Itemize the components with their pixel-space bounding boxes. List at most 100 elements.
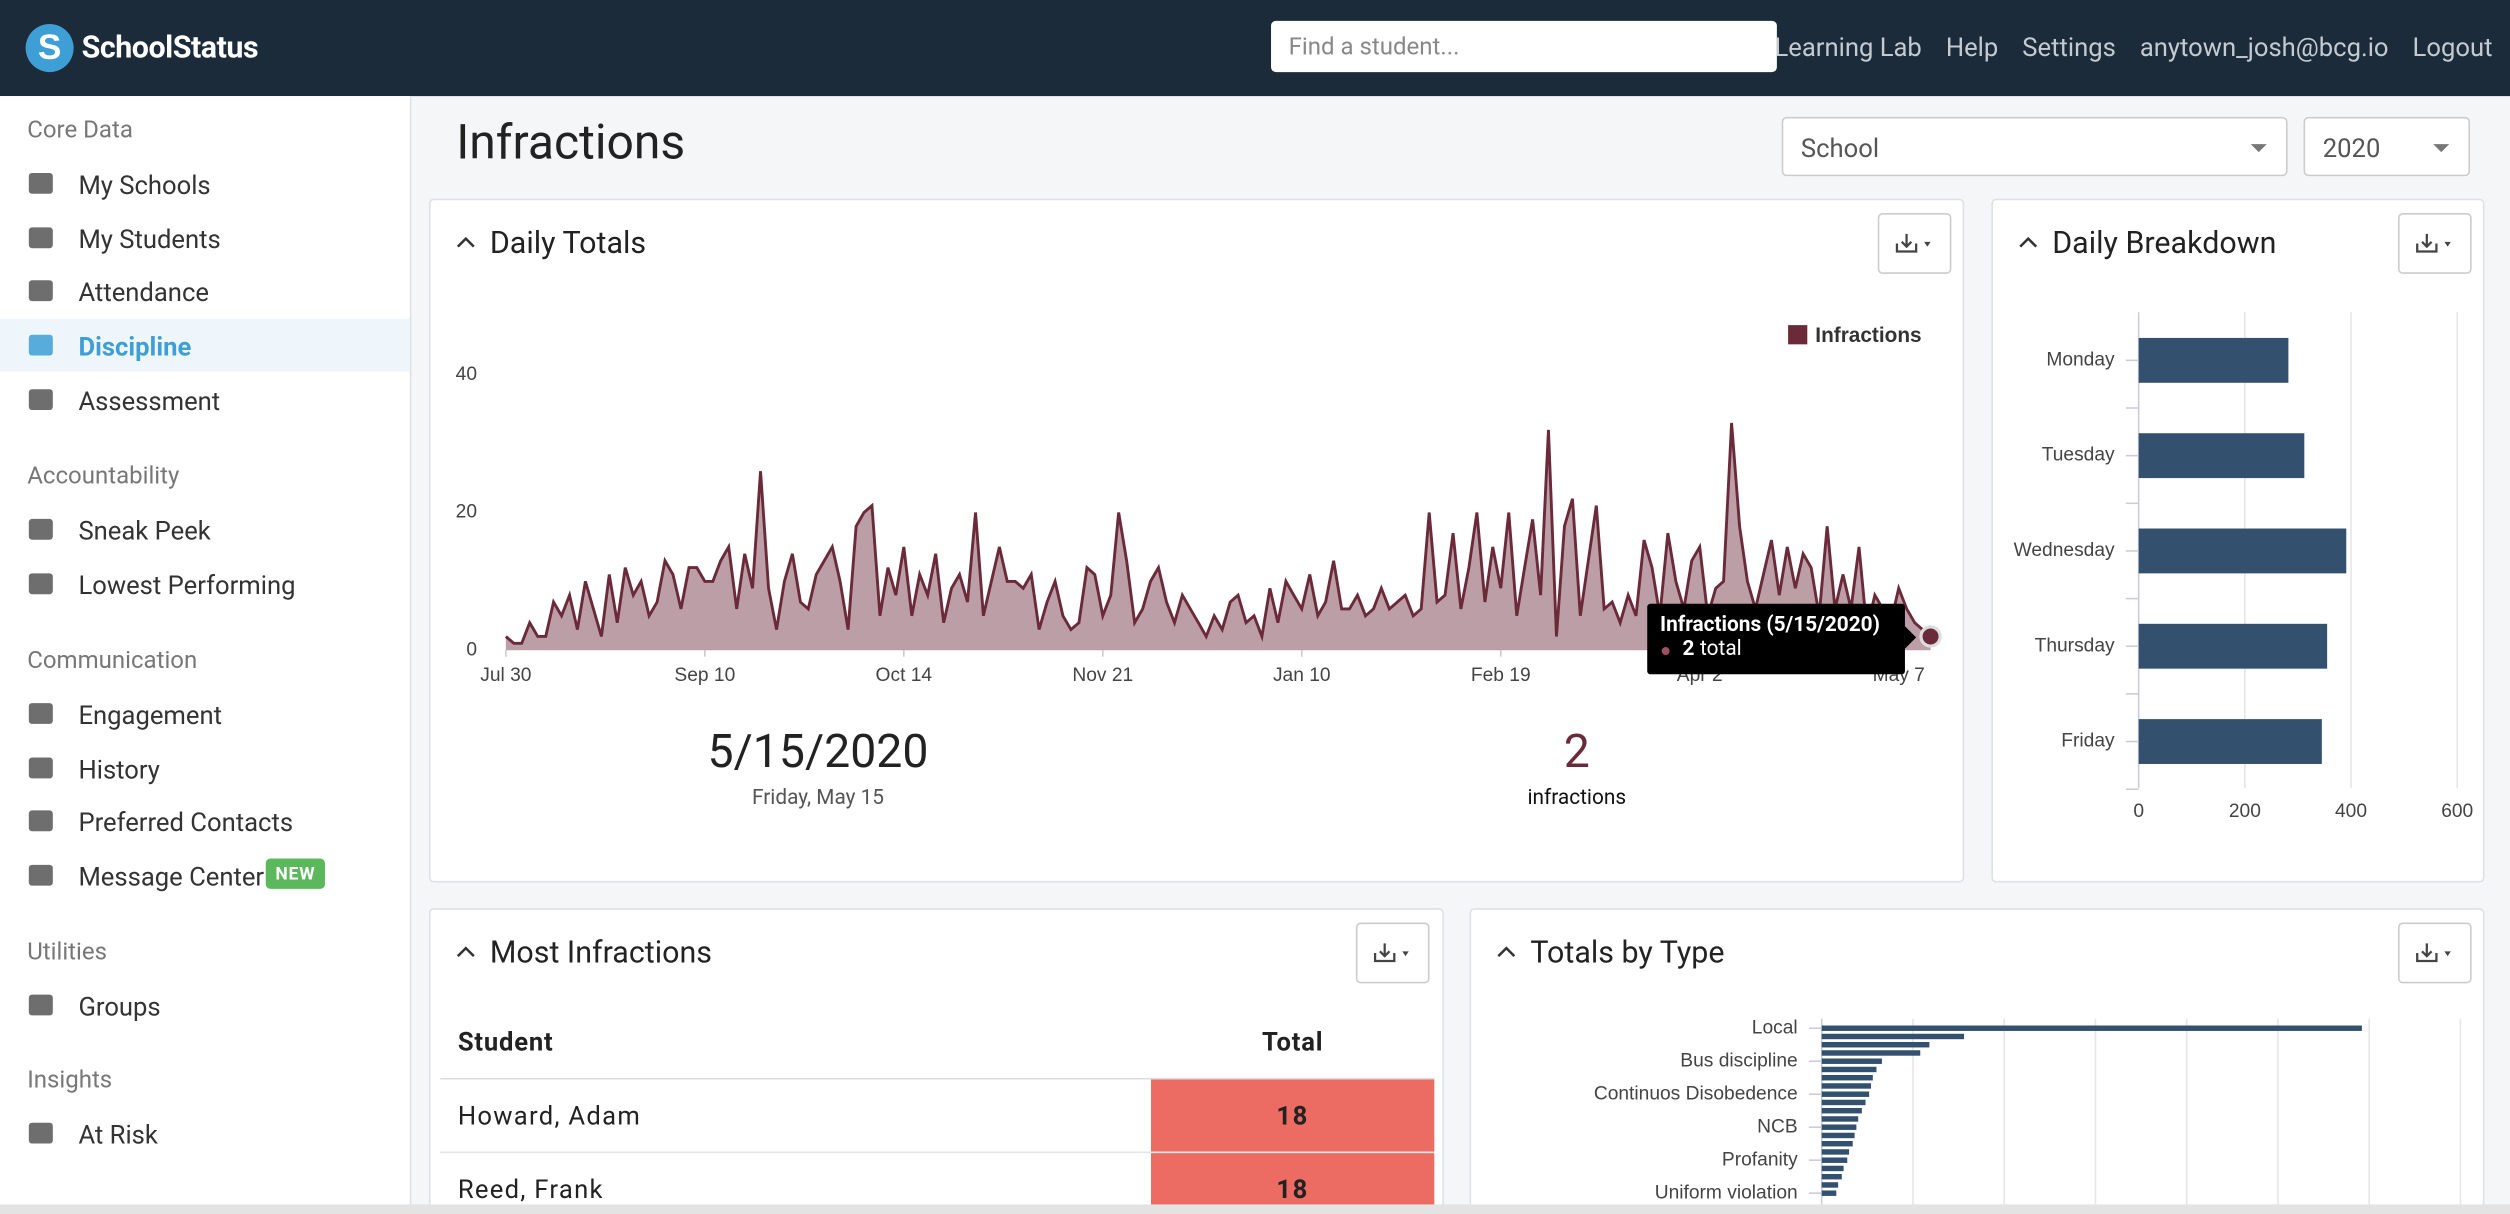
- nav-item[interactable]: Attendance: [78, 277, 209, 309]
- badge: NEW: [265, 858, 326, 890]
- bar: [1821, 1149, 1850, 1155]
- nav-link[interactable]: Logout: [2412, 32, 2493, 63]
- tooltip-value: 2: [1682, 637, 1695, 662]
- section-heading: Core Data: [27, 115, 133, 145]
- bar: [1821, 1042, 1930, 1048]
- x-tick-label: Jan 10: [1273, 665, 1331, 686]
- bar: [1821, 1107, 1862, 1114]
- sidebar: Core Data My Schools My Students Attendance…: [0, 96, 412, 1214]
- nav-item[interactable]: Assessment: [78, 385, 221, 417]
- tooltip-dot: [1661, 647, 1670, 656]
- nav-link[interactable]: Help: [1945, 32, 1999, 63]
- section-heading: Utilities: [27, 936, 107, 966]
- total-cell: 18: [1276, 1100, 1309, 1131]
- nav-item[interactable]: Preferred Contacts: [78, 807, 294, 839]
- nav-item[interactable]: At Risk: [78, 1119, 158, 1150]
- section-heading: Accountability: [27, 461, 180, 491]
- category-label: Friday: [2061, 731, 2115, 752]
- bar: [1821, 1083, 1871, 1089]
- summary-count-label: infractions: [1527, 786, 1627, 811]
- collapse-icon[interactable]: [2019, 235, 2038, 248]
- search-box[interactable]: Find a student...: [1271, 20, 1777, 73]
- school-select[interactable]: School: [1781, 116, 2288, 177]
- panel-title: Most Infractions: [489, 933, 712, 971]
- legend-label: Infractions: [1815, 324, 1921, 347]
- y-tick-label: 40: [456, 364, 477, 385]
- bar: [1821, 1091, 1870, 1097]
- x-tick-label: 200: [2229, 801, 2261, 822]
- logo: S: [25, 24, 74, 73]
- nav-item[interactable]: Groups: [78, 991, 161, 1022]
- nav-item[interactable]: Sneak Peek: [78, 515, 211, 547]
- nav-item[interactable]: Lowest Performing: [78, 569, 296, 601]
- nav-link[interactable]: anytown_josh@bcg.io: [2139, 32, 2389, 63]
- cell-bg: [1150, 1153, 1435, 1214]
- nav-icon: [28, 172, 53, 194]
- collapse-icon[interactable]: [456, 945, 475, 958]
- x-tick-label: Jul 30: [480, 665, 531, 686]
- brand[interactable]: SchoolStatus: [81, 28, 259, 66]
- nav-item[interactable]: My Students: [78, 223, 221, 255]
- bar: [1821, 1033, 1965, 1040]
- download-button[interactable]: [2397, 922, 2472, 984]
- nav-item[interactable]: Message Center: [78, 861, 265, 893]
- category-label: Local: [1752, 1017, 1798, 1038]
- bar: [1821, 1190, 1837, 1196]
- area-fill: [505, 422, 1931, 651]
- nav-item[interactable]: Engagement: [78, 699, 222, 731]
- nav-icon: [28, 1122, 53, 1144]
- nav-item[interactable]: Discipline: [78, 331, 192, 363]
- y-tick-label: 0: [466, 639, 477, 660]
- hover-point: [1919, 625, 1942, 648]
- svg-text:S: S: [38, 28, 61, 67]
- column-header: Total: [1261, 1026, 1324, 1058]
- category-label: Thursday: [2035, 635, 2115, 656]
- x-tick-label: Oct 14: [876, 665, 933, 686]
- nav-icon: [28, 388, 53, 410]
- x-tick-label: Feb 19: [1471, 665, 1531, 686]
- bar: [2138, 623, 2328, 669]
- nav-link[interactable]: Settings: [2022, 32, 2116, 63]
- panel-title: Daily Breakdown: [2052, 224, 2277, 262]
- download-button[interactable]: [1877, 213, 1952, 274]
- download-button[interactable]: [1355, 922, 1430, 984]
- summary-count: 2: [1563, 725, 1590, 780]
- collapse-icon[interactable]: [1497, 945, 1516, 958]
- bar: [1821, 1099, 1866, 1106]
- nav-icon: [28, 226, 53, 248]
- category-label: Profanity: [1722, 1149, 1798, 1170]
- summary-day: Friday, May 15: [752, 786, 885, 811]
- bar: [1821, 1116, 1859, 1122]
- bar: [1821, 1058, 1882, 1064]
- collapse-icon[interactable]: [456, 235, 475, 248]
- category-label: Bus discipline: [1680, 1050, 1797, 1071]
- nav-icon: [28, 334, 53, 356]
- tooltip-title: Infractions (5/15/2020): [1660, 613, 1880, 638]
- year-select[interactable]: 2020: [2303, 116, 2471, 177]
- nav-item[interactable]: My Schools: [78, 169, 211, 201]
- download-button[interactable]: [2397, 213, 2472, 274]
- x-tick-label: 400: [2335, 801, 2367, 822]
- column-header: Student: [457, 1026, 554, 1058]
- cell-bg: [1150, 1079, 1435, 1152]
- bar: [2138, 719, 2322, 764]
- bar: [2138, 433, 2305, 479]
- total-cell: 18: [1276, 1173, 1309, 1205]
- top-bar: S SchoolStatus Find a student... Learnin…: [0, 0, 2510, 97]
- line: [504, 422, 1932, 645]
- legend-swatch: [1788, 325, 1808, 345]
- nav-icon: [28, 703, 53, 724]
- nav-icon: [28, 811, 53, 832]
- nav-item[interactable]: History: [78, 753, 160, 785]
- section-heading: Insights: [27, 1065, 113, 1094]
- bar: [1821, 1124, 1857, 1130]
- bar: [1821, 1074, 1873, 1081]
- panel-title: Totals by Type: [1530, 933, 1725, 971]
- tooltip-arrow: [1904, 626, 1927, 649]
- nav-link[interactable]: Learning Lab: [1774, 32, 1922, 63]
- bar: [1821, 1165, 1844, 1172]
- bar: [1821, 1173, 1842, 1180]
- section-heading: Communication: [27, 645, 198, 675]
